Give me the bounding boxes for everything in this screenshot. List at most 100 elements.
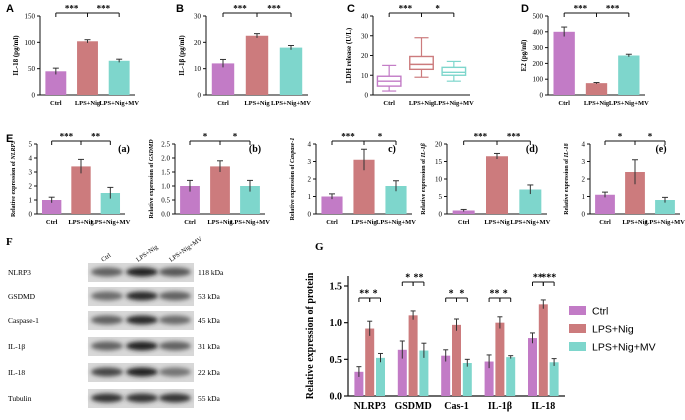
blot-band <box>126 341 158 351</box>
significance-label: *** <box>574 4 588 14</box>
panel-label: E <box>6 133 13 145</box>
size-label: 53 kDa <box>198 292 221 301</box>
protein-label: Caspase-1 <box>8 316 39 325</box>
chart-Ea: 0 1 2 3 4 5 Relative expression of NLRP3 Ctrl LP… <box>6 132 131 227</box>
y-axis-label: E2 (pg/ml) <box>520 39 528 71</box>
blot-band <box>159 315 191 325</box>
protein-label: GSDMD <box>8 292 36 301</box>
bar-nlrp3-lps-nig <box>365 328 375 396</box>
significance-label: * <box>449 289 454 300</box>
subpanel-label: c) <box>388 144 396 155</box>
chart-C: 0 10 20 30 40 LDH release (U/L) Ctrl LPS+Nig LPS… <box>345 3 474 107</box>
y-tick-label: 0 <box>29 211 33 219</box>
subpanel-label: (e) <box>655 144 666 155</box>
x-tick-label: Ctrl <box>184 219 196 226</box>
blot-band <box>159 291 191 301</box>
y-tick-label: 10 <box>435 176 443 184</box>
significance-label: *** <box>233 4 247 14</box>
x-tick-label: IL-18 <box>531 401 555 412</box>
bar-lps-nig <box>245 35 269 95</box>
legend-label: LPS+Nig <box>592 324 634 336</box>
bar-lps-nig-mv <box>519 189 542 214</box>
y-tick-label: 3 <box>308 158 312 166</box>
bar-lps-nig-mv <box>240 186 260 214</box>
chart-Ee: 0 1 2 3 4 Relative expression of IL-18 Ctrl LPS… <box>564 132 685 227</box>
y-axis-label: LDH release (U/L) <box>345 27 353 83</box>
significance-label: *** <box>267 4 281 14</box>
x-tick-label: LPS+Nig+MV <box>376 219 416 226</box>
bar-nlrp3-lps-nig-mv <box>376 357 385 396</box>
x-tick-label: Ctrl <box>50 100 62 107</box>
bar-ctrl <box>211 63 235 95</box>
y-tick-label: 400 <box>533 28 544 36</box>
significance-label: * <box>459 289 464 300</box>
blot-row-caspase-1: Caspase-1 45 kDa <box>8 311 221 330</box>
y-tick-label: 150 <box>25 13 36 21</box>
significance-label: * <box>378 132 383 142</box>
western-blot-panel: F Ctrl LPS+Nig LPS+Nig+MV NLRP3 118 kDa GSDMD 5… <box>6 235 224 408</box>
subpanel-label: (d) <box>526 144 538 155</box>
x-tick-label: Ctrl <box>599 219 611 226</box>
size-label: 31 kDa <box>198 342 221 351</box>
legend: Ctrl LPS+Nig LPS+Nig+MV <box>569 306 656 354</box>
y-tick-label: 0 <box>582 211 586 219</box>
blot-band <box>91 393 123 403</box>
significance-label: *** <box>541 273 556 284</box>
blot-band <box>159 267 191 277</box>
box-lps-nig-mv <box>441 60 467 82</box>
lane-label: LPS+Nig <box>135 243 160 263</box>
x-tick-label: LPS+Nig <box>409 100 435 107</box>
y-tick-label: 20 <box>194 39 202 47</box>
significance-label: * <box>435 4 440 14</box>
y-tick-label: 5 <box>29 141 33 149</box>
x-tick-label: LPS+Nig <box>75 100 101 107</box>
bar-gsdmd-lps-nig-mv <box>419 350 429 396</box>
blot-band <box>159 341 191 351</box>
protein-label: IL-1β <box>8 342 25 351</box>
y-tick-label: 10 <box>361 72 369 80</box>
y-tick-label: 1.0 <box>330 318 343 329</box>
y-tick-label: 0 <box>32 92 36 100</box>
x-tick-label: Ctrl <box>458 219 470 226</box>
bar-ctrl <box>180 186 200 214</box>
chart-D: 0 100 200 300 400 500 E2 (pg/ml) Ctrl LPS+Nig LPS… <box>520 3 649 107</box>
blot-band <box>159 367 191 377</box>
y-tick-label: 1.5 <box>330 282 343 293</box>
bar-cas-1-ctrl <box>441 355 451 396</box>
x-tick-label: LPS+Nig+MV <box>510 219 550 226</box>
protein-label: NLRP3 <box>8 268 31 277</box>
significance-label: * <box>405 273 410 284</box>
y-tick-label: 1.0 <box>161 183 170 191</box>
y-tick-label: 20 <box>435 141 443 149</box>
x-tick-label: IL-1β <box>488 401 512 412</box>
y-tick-label: 0 <box>365 92 369 100</box>
blot-row-nlrp3: NLRP3 118 kDa <box>8 263 224 282</box>
y-tick-label: 3 <box>29 169 33 177</box>
size-label: 55 kDa <box>198 394 221 403</box>
y-tick-label: 5 <box>439 193 443 201</box>
y-tick-label: 1 <box>29 197 33 205</box>
bar-ctrl <box>41 200 62 214</box>
significance-label: ** <box>533 273 543 284</box>
significance-label: * <box>233 132 238 142</box>
bar-lps-nig <box>77 41 98 95</box>
bar-il-18-ctrl <box>528 338 537 396</box>
x-tick-label: Ctrl <box>383 100 395 107</box>
y-tick-label: 1 <box>582 193 586 201</box>
lane-label: LPS+Nig+MV <box>168 235 204 263</box>
x-tick-label: GSDMD <box>394 401 431 412</box>
bar-lps-nig-mv <box>108 60 130 95</box>
bar-il-18-lps-nig <box>538 304 548 396</box>
x-tick-label: LPS+Nig <box>244 100 270 107</box>
y-tick-label: 1.5 <box>161 169 170 177</box>
x-tick-label: LPS+Nig <box>584 100 610 107</box>
subpanel-label: (b) <box>249 144 261 155</box>
bar-il-1--lps-nig-mv <box>506 357 516 396</box>
x-tick-label: LPS+Nig <box>351 219 377 226</box>
lane-label: Ctrl <box>100 252 112 264</box>
y-axis-label: Relative expression of Caspase-1 <box>290 138 296 221</box>
blot-row-gsdmd: GSDMD 53 kDa <box>8 287 221 306</box>
y-tick-label: 30 <box>194 13 202 21</box>
y-axis-label: Relative expression of protein <box>305 272 316 399</box>
significance-label: *** <box>341 132 355 142</box>
